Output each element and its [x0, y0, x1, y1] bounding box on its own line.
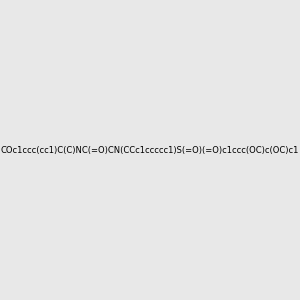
Text: COc1ccc(cc1)C(C)NC(=O)CN(CCc1ccccc1)S(=O)(=O)c1ccc(OC)c(OC)c1: COc1ccc(cc1)C(C)NC(=O)CN(CCc1ccccc1)S(=O…: [1, 146, 299, 154]
